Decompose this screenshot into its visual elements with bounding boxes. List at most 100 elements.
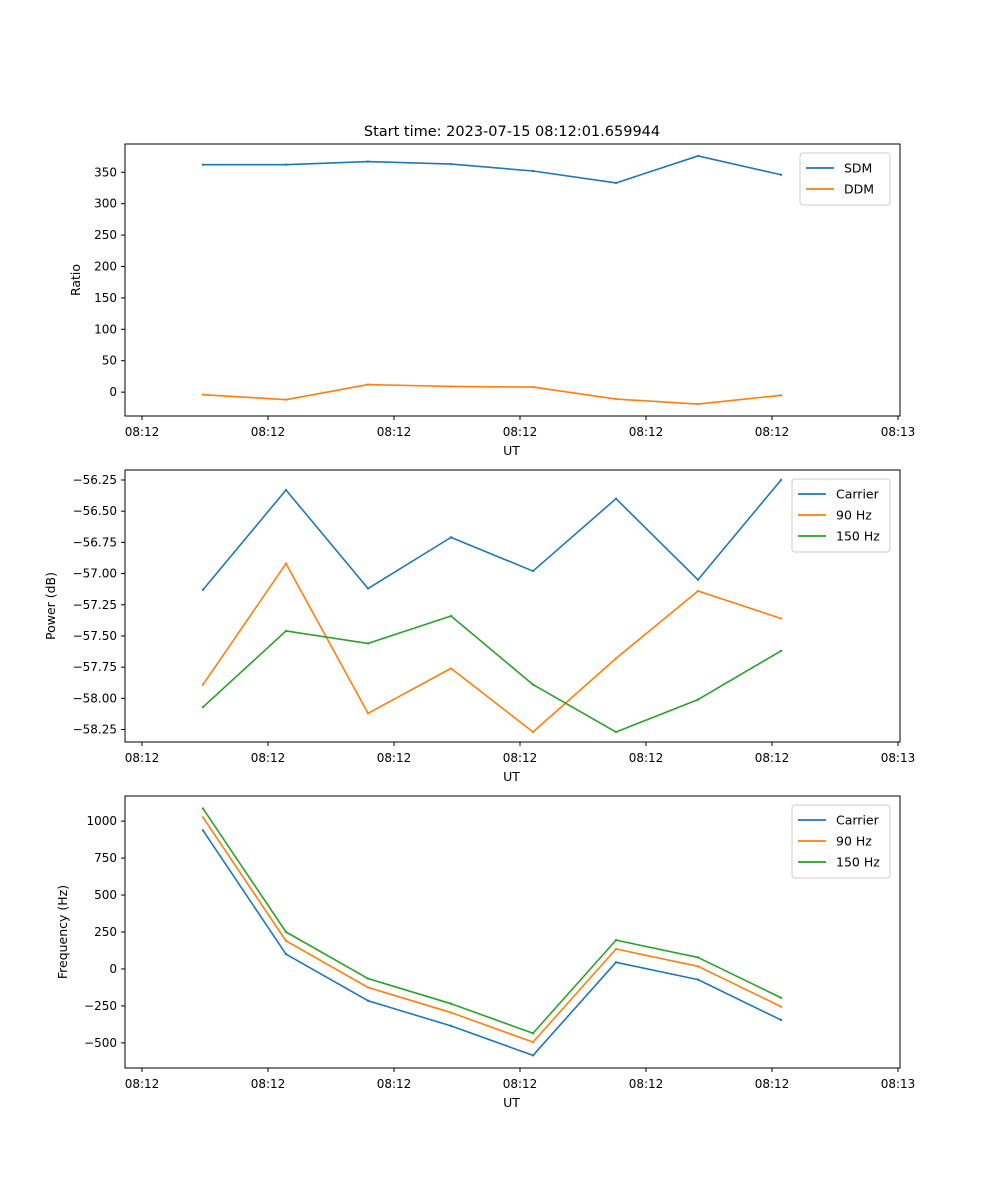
x-axis-label: UT bbox=[503, 1095, 520, 1110]
series-line-carrier bbox=[202, 829, 782, 1057]
x-tick-label: 08:12 bbox=[629, 751, 664, 765]
x-tick-label: 08:12 bbox=[125, 751, 160, 765]
x-tick-label: 08:12 bbox=[503, 751, 538, 765]
data-point bbox=[449, 1002, 453, 1005]
data-point bbox=[201, 588, 205, 591]
series-line-sdm bbox=[203, 155, 782, 184]
y-tick-label: −57.25 bbox=[73, 598, 117, 612]
data-point bbox=[201, 829, 205, 832]
y-tick-label: 200 bbox=[94, 259, 117, 273]
legend: Carrier 90 Hz 150 Hz bbox=[791, 478, 891, 553]
x-tick-label: 08:12 bbox=[125, 425, 160, 439]
data-point bbox=[696, 402, 700, 406]
legend-label: 150 Hz bbox=[836, 529, 880, 544]
x-tick-label: 08:13 bbox=[881, 751, 916, 765]
data-point bbox=[201, 163, 205, 166]
x-tick-label: 08:12 bbox=[125, 1077, 160, 1091]
data-point bbox=[366, 160, 370, 163]
y-tick-label: 750 bbox=[94, 851, 117, 865]
data-point bbox=[201, 807, 205, 810]
x-tick-label: 08:12 bbox=[503, 1077, 538, 1091]
data-point bbox=[614, 181, 618, 185]
y-tick-label: −250 bbox=[84, 999, 117, 1013]
x-tick-label: 08:13 bbox=[881, 425, 916, 439]
data-point bbox=[366, 977, 370, 980]
y-tick-label: 250 bbox=[94, 925, 117, 939]
data-point bbox=[531, 385, 535, 389]
x-axis-label: UT bbox=[503, 443, 520, 458]
x-tick-label: 08:12 bbox=[629, 425, 664, 439]
chart-panel-2: 08:12 08:12 08:12 08:12 08:12 08:12 08:13 −58.2… bbox=[43, 469, 916, 784]
data-point bbox=[449, 614, 453, 618]
data-point bbox=[531, 569, 535, 573]
data-point bbox=[366, 986, 370, 989]
data-point bbox=[531, 730, 535, 734]
data-point bbox=[531, 1054, 535, 1057]
data-point bbox=[614, 730, 618, 734]
series-line-90-hz bbox=[202, 562, 782, 733]
y-tick-label: 150 bbox=[94, 291, 117, 305]
y-tick-label: 300 bbox=[94, 197, 117, 211]
data-point bbox=[779, 1005, 783, 1008]
y-tick-label: 250 bbox=[94, 228, 117, 242]
y-tick-label: 500 bbox=[94, 888, 117, 902]
data-point bbox=[696, 578, 700, 581]
legend-label: Carrier bbox=[836, 813, 880, 828]
data-point bbox=[366, 587, 370, 590]
x-tick-label: 08:12 bbox=[251, 751, 286, 765]
data-point bbox=[449, 1024, 453, 1028]
y-tick-label: 350 bbox=[94, 165, 117, 179]
data-point bbox=[614, 657, 618, 660]
legend-label: DDM bbox=[844, 182, 874, 197]
legend-label: 90 Hz bbox=[836, 508, 872, 523]
series-line-150-hz bbox=[202, 808, 782, 1035]
data-point bbox=[696, 978, 700, 981]
x-tick-label: 08:12 bbox=[755, 1077, 790, 1091]
x-axis-label: UT bbox=[503, 769, 520, 784]
legend-box bbox=[791, 478, 891, 553]
data-point bbox=[614, 961, 618, 964]
x-tick-label: 08:12 bbox=[755, 425, 790, 439]
y-tick-label: −500 bbox=[84, 1036, 117, 1050]
data-point bbox=[779, 1018, 783, 1022]
y-tick-label: 100 bbox=[94, 322, 117, 336]
y-tick-label: 1000 bbox=[86, 814, 117, 828]
x-tick-label: 08:12 bbox=[377, 751, 412, 765]
axes-frame bbox=[124, 469, 901, 743]
x-tick-label: 08:12 bbox=[755, 751, 790, 765]
y-tick-label: −58.00 bbox=[73, 691, 117, 705]
legend-box bbox=[791, 804, 891, 879]
data-point bbox=[449, 1011, 453, 1014]
data-point bbox=[284, 952, 288, 956]
data-point bbox=[531, 169, 535, 173]
axes-frame bbox=[124, 143, 901, 417]
data-point bbox=[779, 394, 783, 397]
y-axis-label: Power (dB) bbox=[43, 572, 58, 640]
y-tick-label: −56.50 bbox=[73, 504, 117, 518]
y-tick-label: 50 bbox=[102, 354, 117, 368]
data-point bbox=[366, 999, 370, 1002]
data-point bbox=[779, 649, 783, 653]
y-axis-label: Ratio bbox=[68, 264, 83, 296]
data-point bbox=[449, 162, 453, 166]
data-point bbox=[449, 536, 453, 539]
charts-container: 08:12 08:12 08:12 08:12 08:12 08:12 08:13 0 50 10… bbox=[43, 143, 916, 1110]
x-tick-label: 08:12 bbox=[629, 1077, 664, 1091]
data-point bbox=[284, 939, 288, 943]
data-point bbox=[531, 1032, 535, 1035]
x-tick-label: 08:13 bbox=[881, 1077, 916, 1091]
data-point bbox=[696, 956, 700, 959]
data-point bbox=[284, 488, 288, 492]
legend-label: 150 Hz bbox=[836, 855, 880, 870]
y-axis-label: Frequency (Hz) bbox=[55, 885, 70, 979]
data-point bbox=[696, 154, 700, 158]
data-point bbox=[531, 1040, 535, 1044]
x-tick-label: 08:12 bbox=[377, 1077, 412, 1091]
legend-label: SDM bbox=[844, 161, 872, 176]
x-tick-label: 08:12 bbox=[251, 425, 286, 439]
data-point bbox=[614, 397, 618, 401]
x-tick-label: 08:12 bbox=[503, 425, 538, 439]
data-point bbox=[779, 996, 783, 999]
data-point bbox=[201, 816, 205, 819]
